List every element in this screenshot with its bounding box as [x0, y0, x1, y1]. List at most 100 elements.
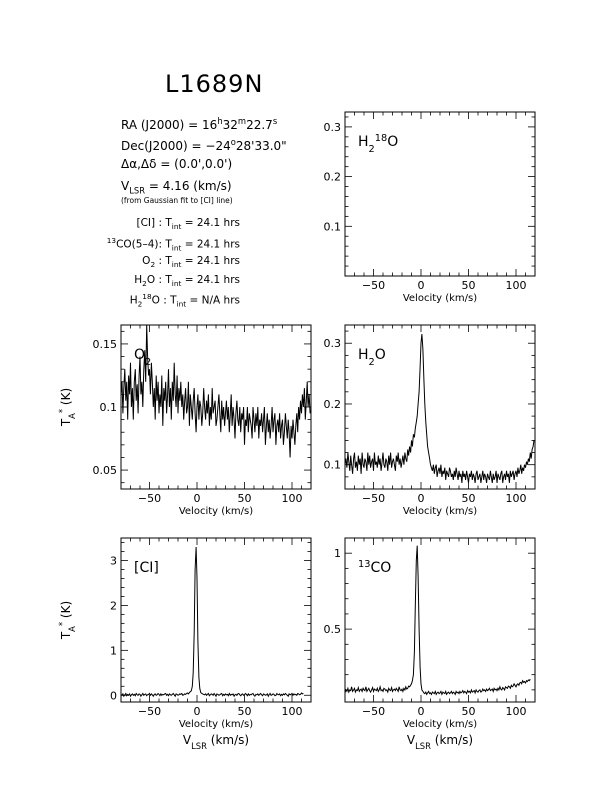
page-title: L1689N — [165, 70, 264, 98]
dec-line: Dec(J2000) = −24o28'33.0" — [121, 137, 287, 153]
x-tick-label: 0 — [194, 705, 201, 718]
vlsr-axis-label-left: VLSR (km/s) — [183, 733, 249, 751]
species-sup: 18 — [142, 292, 152, 301]
dec-minutes: 28 — [235, 139, 252, 153]
y-tick-label: 0.3 — [324, 337, 342, 350]
x-axis-label: Velocity (km/s) — [403, 506, 477, 517]
y-tick-label: 0.15 — [93, 338, 118, 351]
y-tick-label: 0.1 — [324, 220, 342, 233]
x-tick-label: 100 — [506, 492, 527, 505]
species-sub: 2 — [137, 299, 143, 309]
tint-label: T — [165, 255, 172, 267]
y-tick-label: 0.2 — [324, 171, 342, 184]
species-label: 13CO — [358, 559, 391, 577]
spectrum-line — [120, 546, 304, 698]
tint-value-o2: = 24.1 hrs — [184, 255, 240, 267]
offset-line: Δα,Δδ = (0.0',0.0') — [121, 157, 232, 171]
spectrum-line — [120, 324, 311, 458]
vlsr-line: VLSR = 4.16 (km/s) — [121, 179, 232, 195]
x-tick-label: −50 — [362, 279, 385, 292]
species-label: H2O — [358, 347, 386, 368]
y-axis-label-ci: TA* (K) — [57, 601, 77, 640]
ra-seconds: 22.7 — [246, 118, 273, 132]
int-sep: : — [163, 294, 167, 307]
x-axis-label: Velocity (km/s) — [403, 719, 477, 730]
x-tick-label: 0 — [418, 279, 425, 292]
species-tail: O — [146, 274, 156, 286]
tint-label: T — [170, 294, 177, 307]
int-row-h218o: H218O : Tint = N/A hrs — [80, 292, 240, 309]
y-tick-label: 1 — [334, 547, 341, 560]
x-tick-label: −50 — [138, 705, 161, 718]
x-tick-label: 50 — [238, 492, 252, 505]
panel-co13: −50 0 50 100 0.5 1 Velocity (km/s) 13CO — [324, 537, 536, 730]
x-tick-label: 0 — [418, 705, 425, 718]
vlsr-value: = 4.16 (km/s) — [148, 179, 232, 193]
plot-frame — [344, 111, 536, 277]
species-sub: 2 — [142, 279, 147, 289]
x-tick-label: 100 — [506, 279, 527, 292]
vlsr-label: V — [121, 179, 130, 193]
tint-sub: int — [171, 260, 182, 270]
species-o2: O — [142, 255, 151, 267]
x-tick-label: 50 — [462, 705, 476, 718]
species-tail: O — [151, 294, 160, 307]
int-row-ci: [CI] : Tint = 24.1 hrs — [80, 217, 241, 231]
offset-value: = (0.0',0.0') — [160, 157, 233, 171]
dec-degrees: −24 — [205, 139, 231, 153]
species-sub: 2 — [150, 260, 156, 270]
ra-eq: = — [188, 118, 199, 132]
species-ci: [CI] — [136, 217, 156, 229]
y-axis-label-o2: TA* (K) — [57, 388, 77, 427]
int-sep: : — [158, 274, 163, 286]
x-tick-label: −50 — [362, 492, 385, 505]
y-tick-label: 0.5 — [324, 623, 342, 636]
y-tick-label: 0.05 — [93, 464, 118, 477]
int-row-o2: O2 : Tint = 24.1 hrs — [80, 255, 240, 269]
y-tick-label: 1 — [110, 644, 117, 657]
panel-o2: −50 0 50 100 0.05 0.1 0.15 Velocity (km/s) O2 — [93, 324, 312, 517]
offset-label: Δα,Δδ — [121, 157, 157, 171]
y-tick-label: 2 — [110, 599, 117, 612]
y-tick-label: 0.2 — [324, 398, 342, 411]
species-h218o: H — [129, 294, 138, 307]
x-tick-label: 100 — [282, 705, 303, 718]
int-row-13co: 13CO(5–4): Tint = 24.1 hrs — [80, 236, 240, 253]
x-tick-label: 100 — [506, 705, 527, 718]
tint-value-13co: = 24.1 hrs — [184, 238, 240, 251]
species-h2o: H — [134, 274, 143, 286]
x-axis-label: Velocity (km/s) — [179, 506, 253, 517]
x-tick-label: 50 — [462, 492, 476, 505]
tint-sub: int — [176, 299, 187, 309]
spectrum-line — [344, 334, 535, 483]
tint-value-h218o: = N/A hrs — [189, 294, 241, 307]
panel-h2o: −50 0 50 100 0.1 0.2 0.3 Velocity (km/s) H2O — [324, 324, 536, 517]
x-tick-label: 50 — [462, 279, 476, 292]
ra-hours: 16 — [202, 118, 218, 132]
vlsr-sub: LSR — [129, 185, 146, 196]
dec-label: Dec(J2000) — [121, 139, 188, 153]
tint-sub: int — [171, 279, 182, 289]
panel-ci: −50 0 50 100 0 1 2 3 Velocity (km/s) [CI] — [110, 537, 312, 730]
species-label: [CI] — [134, 560, 159, 576]
int-row-h2o: H2O : Tint = 24.1 hrs — [80, 274, 240, 288]
x-axis-label: Velocity (km/s) — [179, 719, 253, 730]
ra-label: RA (J2000) — [121, 118, 185, 132]
spectrum-line — [344, 545, 531, 696]
ra-minutes: 32 — [222, 118, 238, 132]
species-sup: 13 — [106, 236, 117, 245]
plot-frame — [120, 324, 312, 490]
x-tick-label: 0 — [418, 492, 425, 505]
panel-h2o18: −50 0 50 100 0.1 0.2 0.3 Velocity (km/s) H218O — [324, 111, 536, 304]
tint-label: T — [165, 274, 172, 286]
species-label: H218O — [358, 133, 398, 155]
x-tick-label: −50 — [362, 705, 385, 718]
species-label: O2 — [134, 347, 151, 368]
tint-sub: int — [171, 243, 182, 253]
tint-label: T — [165, 238, 172, 251]
species-13co: CO(5–4): — [116, 238, 163, 251]
x-tick-label: 100 — [282, 492, 303, 505]
y-tick-label: 3 — [110, 554, 117, 567]
x-tick-label: −50 — [138, 492, 161, 505]
